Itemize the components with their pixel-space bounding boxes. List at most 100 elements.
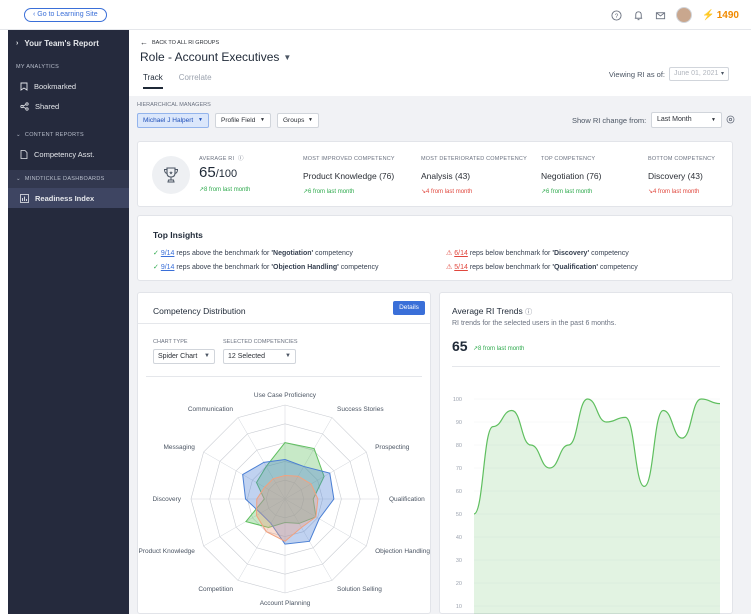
- info-icon[interactable]: ⓘ: [237, 156, 244, 162]
- sidebar-item-readiness-index[interactable]: Readiness Index: [8, 188, 129, 208]
- caret-down-icon: ▼: [285, 353, 291, 359]
- insight-count-link[interactable]: 6/14: [454, 250, 468, 257]
- sidebar-item-shared[interactable]: Shared: [8, 96, 129, 116]
- radar-axis: [284, 417, 333, 500]
- ri-trends-subtitle: RI trends for the selected users in the …: [452, 320, 617, 327]
- stat-value: Discovery (43): [648, 171, 703, 181]
- insight-text: competency: [600, 264, 638, 271]
- chart-type-select[interactable]: Spider Chart ▼: [153, 349, 215, 364]
- go-to-learning-site-label: Go to Learning Site: [37, 11, 98, 18]
- insight-item: ⚠ 6/14 reps below benchmark for 'Discove…: [446, 249, 629, 257]
- stat-delta: ↗6 from last month: [303, 188, 354, 195]
- groups-filter[interactable]: Groups ▼: [277, 113, 319, 128]
- page-title[interactable]: Role - Account Executives ▼: [140, 50, 291, 64]
- radar-axis-label: Communication: [188, 406, 234, 413]
- insight-text: reps below benchmark for: [469, 264, 551, 271]
- radar-axis: [284, 498, 367, 547]
- insight-count-link[interactable]: 5/14: [454, 264, 468, 271]
- tab-correlate[interactable]: Correlate: [178, 73, 212, 82]
- arrow-up-icon: ↗: [199, 187, 205, 193]
- page-title-text: Role - Account Executives: [140, 50, 280, 64]
- stat-label: MOST DETERIORATED COMPETENCY: [421, 156, 527, 162]
- profile-field-filter[interactable]: Profile Field ▼: [215, 113, 271, 128]
- settings-icon[interactable]: [726, 115, 735, 126]
- y-tick-label: 30: [456, 558, 462, 564]
- radar-series: [245, 442, 325, 529]
- stat-value: Negotiation (76): [541, 171, 602, 181]
- stat-delta: ↘4 from last month: [648, 188, 699, 195]
- caret-down-icon: ▼: [260, 117, 265, 123]
- average-ri-delta: ↗8 from last month: [199, 186, 250, 193]
- avatar[interactable]: [676, 7, 693, 23]
- arrow-left-icon: ←: [140, 38, 148, 47]
- viewing-ri-as-of: Viewing RI as of: June 01, 2021 ▾: [609, 67, 729, 81]
- warning-icon: ⚠: [446, 264, 455, 271]
- chevron-right-icon: ›: [16, 39, 19, 47]
- radar-axis: [237, 417, 286, 500]
- manager-filter[interactable]: Michael J Halpert ▼: [137, 113, 209, 128]
- sidebar-item-team-report[interactable]: › Your Team's Report: [8, 30, 129, 56]
- y-tick-label: 80: [456, 443, 462, 449]
- stat-delta-text: 4 from last month: [426, 189, 473, 195]
- divider: [138, 323, 430, 324]
- average-ri-trends-card: Average RI Trends ⓘ RI trends for the se…: [439, 292, 733, 614]
- profile-field-label: Profile Field: [221, 117, 256, 124]
- info-icon[interactable]: ⓘ: [525, 309, 533, 316]
- trophy-icon: ★: [163, 167, 179, 183]
- page-header: ← BACK TO ALL RI GROUPS Role - Account Ex…: [129, 30, 751, 96]
- average-ri-text: AVERAGE RI: [199, 156, 235, 162]
- insight-text: reps below benchmark for: [469, 250, 551, 257]
- sidebar-section-dashboards[interactable]: ⌄ MINDTICKLE DASHBOARDS: [8, 170, 129, 188]
- radar-axis: [203, 498, 286, 547]
- sidebar-item-label: Shared: [35, 101, 60, 111]
- summary-card: ★ AVERAGE RI ⓘ 65/100 ↗8 from last month…: [137, 141, 733, 207]
- sidebar-item-bookmarked[interactable]: Bookmarked: [8, 76, 129, 96]
- warning-icon: ⚠: [446, 250, 455, 257]
- insight-count-link[interactable]: 9/14: [160, 264, 175, 271]
- caret-down-icon: ▼: [204, 353, 210, 359]
- insight-item: ✓ 9/14 reps above the benchmark for 'Obj…: [153, 263, 379, 271]
- selected-competencies-value: 12 Selected: [228, 353, 265, 360]
- bell-icon[interactable]: [632, 9, 644, 21]
- stat-delta: ↗6 from last month: [541, 188, 592, 195]
- svg-text:★: ★: [169, 171, 174, 177]
- ri-change-select[interactable]: Last Month ▼: [651, 112, 722, 128]
- help-icon[interactable]: ?: [610, 9, 622, 21]
- sidebar-item-label: Readiness Index: [35, 193, 95, 203]
- insight-competency: 'Objection Handling': [271, 264, 339, 271]
- insight-text: reps above the benchmark for: [176, 250, 270, 257]
- selected-competencies-select[interactable]: 12 Selected ▼: [223, 349, 296, 364]
- document-icon: [20, 149, 28, 159]
- y-tick-label: 10: [456, 604, 462, 610]
- date-picker[interactable]: June 01, 2021 ▾: [669, 67, 729, 81]
- sidebar-section-content-reports[interactable]: ⌄ CONTENT REPORTS: [8, 124, 129, 144]
- radar-axis: [237, 498, 286, 581]
- sidebar-item-competency-asst[interactable]: Competency Asst.: [8, 144, 129, 164]
- groups-label: Groups: [283, 117, 305, 124]
- insight-count-link[interactable]: 9/14: [160, 250, 175, 257]
- ri-trends-delta-text: 8 from last month: [478, 346, 525, 352]
- chevron-down-icon: ▾: [720, 71, 724, 77]
- radar-axis: [284, 498, 333, 581]
- sidebar-section-my-analytics: MY ANALYTICS: [16, 64, 60, 70]
- tab-track[interactable]: Track: [143, 73, 163, 89]
- mail-icon[interactable]: [654, 9, 666, 21]
- insight-text: competency: [315, 250, 353, 257]
- caret-down-icon: ▼: [198, 117, 203, 123]
- average-ri-value: 65/100: [199, 164, 237, 181]
- radar-axis: [203, 451, 286, 500]
- bookmark-icon: [20, 82, 28, 91]
- radar-axis-label: Qualification: [389, 496, 425, 503]
- area-line: [473, 398, 721, 515]
- stat-delta: ↘4 from last month: [421, 188, 472, 195]
- manager-filter-value: Michael J Halpert: [143, 117, 194, 124]
- top-icons: ? ⚡ 1490: [610, 6, 739, 24]
- insight-item: ✓ 9/14 reps above the benchmark for 'Neg…: [153, 249, 353, 257]
- top-insights-card: Top Insights ✓ 9/14 reps above the bench…: [137, 215, 733, 281]
- details-button[interactable]: Details: [393, 301, 425, 315]
- radar-axis-label: Account Planning: [260, 600, 311, 607]
- go-to-learning-site-button[interactable]: ‹ Go to Learning Site: [24, 8, 107, 22]
- back-to-ri-groups-link[interactable]: ← BACK TO ALL RI GROUPS: [140, 38, 219, 47]
- points-badge[interactable]: ⚡ 1490: [702, 10, 739, 21]
- sidebar-item-label: Bookmarked: [34, 81, 77, 91]
